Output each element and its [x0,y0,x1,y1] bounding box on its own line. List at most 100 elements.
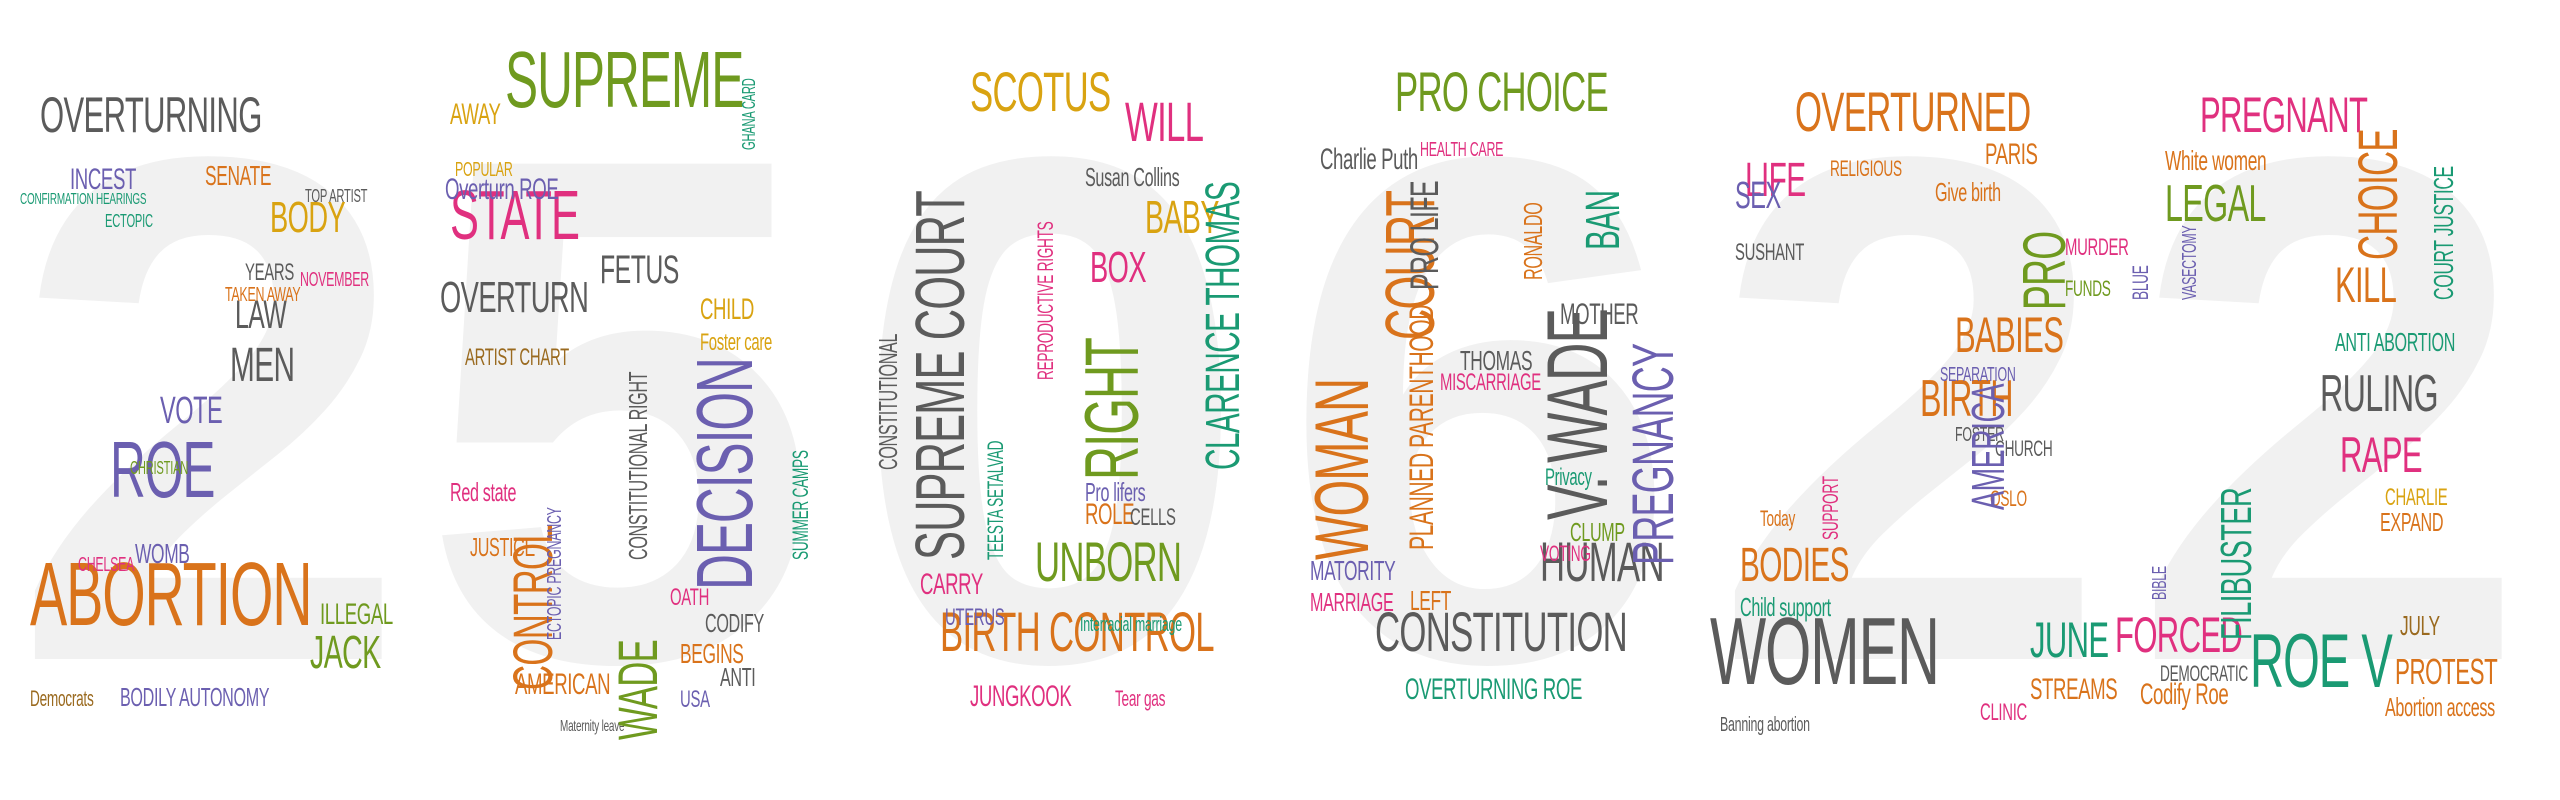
cloud-word: UTERUS [945,604,1005,631]
cloud-word: COURT JUSTICE [2428,166,2459,300]
cloud-word: OATH [670,584,710,611]
cloud-word: GHANA CARD [739,78,759,150]
cloud-word: SUPPORT [1818,476,1843,540]
cloud-word: ROLE [1085,498,1135,531]
digit-0-ghost: 0 [850,7,1251,800]
cloud-word: SUSHANT [1735,239,1805,266]
cloud-word: PLANNED PARENTHOOD [1403,304,1441,550]
cloud-word: CHURCH [1995,436,2053,461]
cloud-word: ILLEGAL [320,598,393,631]
cloud-word: CARRY [920,568,983,601]
cloud-word: BABY [1145,191,1219,243]
cloud-word: USA [680,686,710,713]
cloud-word: MURDER [2065,234,2129,261]
cloud-word: RAPE [2340,427,2423,483]
cloud-word: PREGNANCY [1621,343,1686,565]
cloud-word: HUMAN [1540,530,1665,593]
cloud-word: KILL [2335,257,2397,313]
cloud-word: EXPAND [2380,507,2444,537]
cloud-word: SUMMER CAMPS [788,450,813,560]
digit-2-ghost: 2 [10,7,411,800]
cloud-word: Give birth [1935,177,2001,207]
cloud-word: RELIGIOUS [1830,156,1902,181]
cloud-word: BAN [1577,190,1630,250]
cloud-word: FORCED [2115,607,2243,663]
cloud-word: Abortion access [2385,692,2495,722]
cloud-word: CLUMP [1570,517,1625,547]
cloud-word: MARRIAGE [1310,587,1394,617]
cloud-word: PARIS [1985,138,2038,171]
cloud-word: MISCARRIAGE [1440,369,1541,396]
cloud-word: BLUE [2128,265,2153,300]
cloud-word: WILL [1125,90,1204,153]
cloud-word: VOTING [1540,541,1591,566]
cloud-word: ANTI [720,662,756,692]
digit-6-ghost: 6 [1280,7,1681,800]
cloud-word: DEMOCRATIC [2160,661,2248,686]
cloud-word: OVERTURNING ROE [1405,673,1583,706]
cloud-word: Tear gas [1115,686,1166,711]
cloud-word: LAW [235,293,287,337]
cloud-word: SEX [1735,175,1781,217]
cloud-word: HEALTH CARE [1420,139,1504,161]
cloud-word: Banning abortion [1720,714,1810,736]
cloud-word: BIRTH CONTROL [940,600,1215,663]
cloud-word: TAKEN AWAY [225,284,301,306]
cloud-word: STREAMS [2030,673,2118,706]
cloud-word: CLARENCE THOMAS [1197,181,1250,470]
cloud-word: MATORITY [1310,555,1396,586]
cloud-word: CONSTITUTION [1375,600,1628,663]
cloud-word: TOP ARTIST [305,186,368,206]
cloud-word: AMERICA [1962,384,2014,510]
cloud-word: Maternity leave [560,718,625,735]
cloud-word: AMERICAN [515,668,611,701]
cloud-word: NOVEMBER [300,269,369,291]
cloud-word: WADE [606,639,669,740]
cloud-word: SUPREME COURT [901,191,979,560]
cloud-word: JUSTICE [470,532,535,562]
cloud-word: ECTOPIC PREGNANCY [544,507,566,640]
cloud-word: PREGNANT [2200,87,2368,143]
cloud-word: CODIFY [705,608,764,638]
cloud-word: JACK [310,626,381,678]
cloud-word: Charlie Puth [1320,143,1418,176]
cloud-word: CHELSEA [78,554,135,576]
cloud-word: OSLO [1990,486,2027,511]
cloud-word: VASECTOMY [2179,225,2201,300]
cloud-word: BODY [270,193,346,242]
cloud-word: OVERTURNED [1795,80,2031,143]
cloud-word: Democrats [30,686,94,711]
cloud-word: Pro lifers [1085,477,1146,507]
cloud-word: WOMAN [1300,378,1385,560]
cloud-word: UNBORN [1035,530,1182,593]
cloud-word: RONALDO [1518,202,1548,280]
cloud-word: SUPREME [505,35,744,124]
cloud-word: ABORTION [30,545,313,645]
cloud-word: AWAY [450,98,501,131]
cloud-word: Child support [1740,592,1831,622]
cloud-word: SEPARATION [1940,364,2016,386]
cloud-word: OVERTURN [440,273,589,322]
cloud-word: SENATE [205,160,272,191]
cloud-word: STATE [450,176,580,254]
cloud-word: V. WADE [1530,309,1626,520]
cloud-word: MOTHER [1560,298,1639,331]
cloud-word: JUNE [2030,612,2109,668]
cloud-word: JUNGKOOK [970,680,1072,713]
cloud-word: Susan Collins [1085,162,1180,192]
cloud-word: ANTI ABORTION [2335,327,2456,357]
cloud-word: CELLS [1130,504,1176,531]
cloud-word: MEN [230,339,295,392]
cloud-word: ROE [110,425,215,514]
cloud-word: RULING [2320,365,2439,423]
cloud-word: OVERTURNING [40,87,262,143]
cloud-word: CHOICE [2346,129,2409,260]
cloud-word: Today [1760,506,1796,531]
cloud-word: BEGINS [680,638,744,669]
cloud-word: POPULAR [455,159,513,181]
cloud-word: PROTEST [2395,651,2498,692]
cloud-word: Codify Roe [2140,678,2229,711]
cloud-word: CLINIC [1980,699,2028,726]
cloud-word: CHILD [700,293,754,326]
cloud-word: CHARLIE [2385,484,2448,511]
